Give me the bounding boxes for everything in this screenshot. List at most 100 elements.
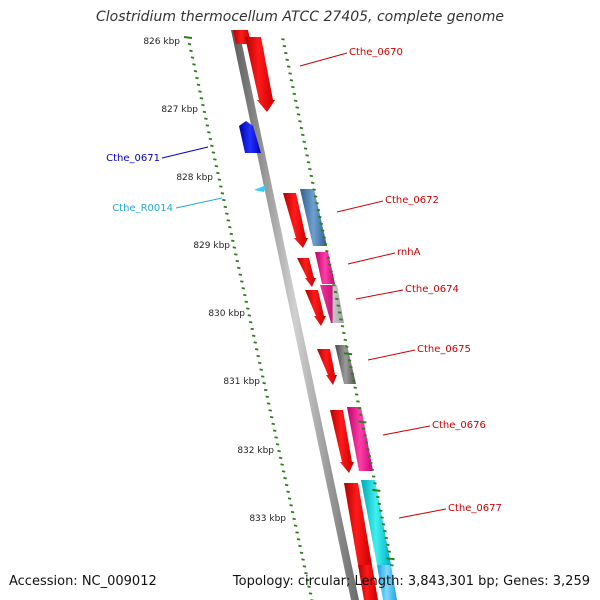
kbp-label: 831 kbp [223, 377, 260, 387]
minor-tick [217, 178, 222, 181]
gene-features [233, 30, 397, 600]
gene-arrow-cthe-0674-red [305, 290, 326, 326]
genome-summary-text: Topology: circular; Length: 3,843,301 bp… [232, 574, 590, 589]
minor-tick [253, 341, 257, 344]
gene-label-cthe-r0014[interactable]: Cthe_R0014 [112, 203, 173, 214]
map-title: Clostridium thermocellum ATCC 27405, com… [96, 9, 504, 25]
minor-tick [349, 366, 353, 369]
minor-tick [313, 195, 318, 198]
minor-tick [248, 321, 253, 324]
minor-tick [223, 205, 228, 209]
kbp-label: 830 kbp [208, 309, 245, 319]
minor-tick [226, 219, 231, 222]
minor-tick [254, 348, 259, 351]
minor-tick [283, 477, 287, 480]
gene-label-cthe-0675[interactable]: Cthe_0675 [417, 344, 471, 355]
minor-tick [204, 117, 208, 120]
minor-tick [219, 185, 223, 188]
minor-tick [275, 443, 280, 446]
minor-tick [244, 300, 249, 303]
minor-tick [340, 325, 345, 328]
gene-arrow-rnha-red [297, 258, 316, 287]
minor-tick [299, 126, 304, 130]
kbp-label: 828 kbp [176, 173, 213, 183]
minor-tick [232, 246, 237, 249]
gene-arrow-cthe-0676-red [330, 410, 354, 473]
minor-tick [364, 441, 369, 444]
kbp-label: 827 kbp [161, 105, 198, 115]
minor-tick [211, 151, 216, 154]
gene-label-cthe-0670[interactable]: Cthe_0670 [349, 47, 403, 58]
minor-tick [357, 407, 362, 410]
minor-tick [202, 110, 207, 114]
minor-tick [367, 454, 372, 458]
minor-tick [285, 58, 289, 61]
minor-tick [361, 427, 366, 430]
minor-tick [289, 504, 293, 507]
minor-tick [243, 293, 247, 297]
gene-arrow-cthe-0675-red [317, 349, 337, 385]
minor-tick [269, 416, 274, 419]
minor-tick [222, 198, 226, 202]
gene-arrow-cthe-0672 [283, 193, 308, 248]
minor-tick [237, 266, 241, 270]
minor-tick [350, 372, 355, 376]
minor-tick [257, 361, 262, 365]
minor-tick [326, 256, 331, 260]
minor-tick [359, 413, 363, 417]
minor-tick [201, 103, 205, 107]
minor-tick [308, 592, 313, 595]
minor-tick [289, 79, 294, 82]
minor-tick [189, 49, 193, 53]
minor-tick [332, 284, 336, 287]
minor-tick [281, 470, 286, 473]
minor-tick [284, 51, 288, 55]
major-tick [358, 420, 367, 424]
gene-label-rnha[interactable]: rnhA [397, 247, 421, 258]
callout-cthe-r0014 [175, 197, 223, 209]
minor-tick [195, 76, 199, 80]
minor-tick [196, 83, 201, 86]
minor-tick [260, 375, 265, 378]
minor-tick [299, 551, 304, 554]
minor-tick [238, 273, 243, 276]
major-tick [183, 36, 193, 39]
minor-tick [286, 490, 290, 493]
gene-label-cthe-0674[interactable]: Cthe_0674 [405, 284, 459, 295]
minor-tick [281, 38, 285, 41]
minor-tick [305, 578, 310, 582]
minor-tick [318, 215, 322, 219]
minor-tick [356, 400, 360, 403]
callout-cthe-0674 [355, 289, 404, 300]
minor-tick [220, 192, 225, 195]
gene-arrow-cthe-0670 [245, 37, 275, 112]
minor-tick [387, 550, 391, 553]
minor-tick [295, 106, 299, 109]
gene-label-cthe-0672[interactable]: Cthe_0672 [385, 195, 439, 206]
minor-tick [268, 409, 272, 412]
minor-tick [386, 543, 390, 546]
minor-tick [347, 359, 352, 362]
minor-tick [301, 558, 305, 561]
gene-arrow-cthe-0671 [239, 121, 261, 153]
callout-rnha [347, 252, 396, 265]
gene-arrow-cthe-0675 [335, 345, 356, 384]
minor-tick [295, 531, 299, 534]
minor-tick [205, 124, 210, 127]
gene-arrow-rnha [315, 252, 335, 284]
minor-tick [251, 334, 256, 337]
gene-label-cthe-0676[interactable]: Cthe_0676 [432, 420, 486, 431]
minor-tick [312, 188, 316, 191]
minor-tick [290, 510, 295, 514]
gene-label-cthe-0677[interactable]: Cthe_0677 [448, 503, 502, 514]
minor-tick [302, 140, 306, 143]
minor-tick [274, 436, 278, 439]
minor-tick [213, 158, 217, 161]
gene-arrow-bottom-red [358, 565, 378, 600]
gene-label-cthe-0671[interactable]: Cthe_0671 [106, 153, 160, 164]
minor-tick [370, 468, 374, 471]
minor-tick [344, 345, 349, 348]
minor-tick [247, 314, 252, 317]
minor-tick [377, 502, 382, 505]
minor-tick [323, 243, 328, 246]
